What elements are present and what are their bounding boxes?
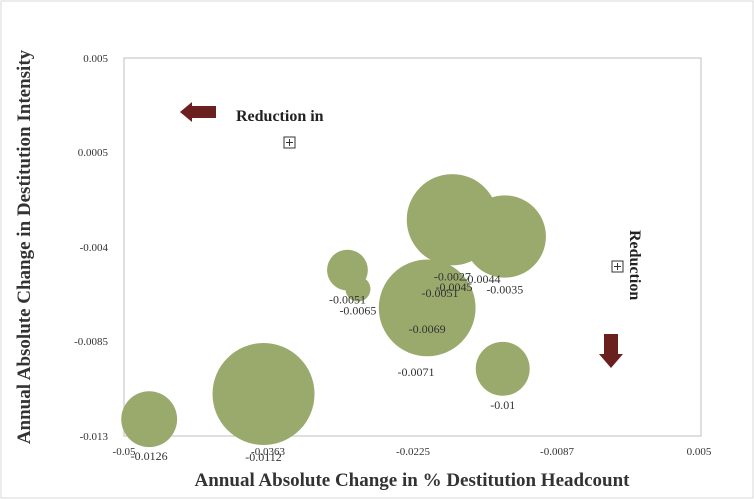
x-tick-label: -0.05	[113, 446, 136, 458]
bubble-series	[121, 174, 546, 448]
y-tick-label: -0.0085	[74, 336, 108, 348]
x-axis-ticks: -0.05 -0.0363 -0.0225 -0.0087 0.005	[113, 446, 712, 458]
y-tick-label: -0.004	[80, 242, 109, 254]
data-label: -0.0035	[486, 283, 523, 297]
bubble-point	[121, 391, 178, 448]
x-tick-label: -0.0087	[540, 446, 574, 458]
data-labels: -0.0126 -0.0112-0.0051-0.0065-0.0069-0.00…	[131, 270, 524, 464]
down-arrow-icon	[599, 334, 623, 368]
bubble-point	[378, 259, 476, 357]
marker-cross	[286, 139, 293, 146]
x-axis-title: Annual Absolute Change in % Destitution …	[195, 470, 631, 491]
data-label: -0.01	[490, 398, 515, 412]
x-tick-label: -0.0363	[251, 446, 285, 458]
y-tick-label: -0.013	[80, 431, 109, 443]
data-label: -0.0027	[434, 270, 471, 284]
y-tick-label: 0.005	[83, 53, 108, 65]
left-arrow-icon	[180, 102, 216, 122]
plot-area	[123, 57, 702, 437]
reduction-down-annotation: Reduction	[599, 230, 643, 368]
data-label: -0.0071	[398, 365, 435, 379]
bubble-point	[463, 195, 546, 278]
x-tick-label: -0.0225	[396, 446, 430, 458]
y-axis-ticks: 0.005 0.0005 -0.004 -0.0085 -0.013	[74, 53, 108, 443]
extra-data-labels: -0.0071 -0.0045 -0.0051 -0.0044	[398, 272, 501, 379]
data-label: -0.0069	[409, 322, 446, 336]
reduction-down-label: Reduction	[626, 230, 643, 300]
x-tick-label: 0.005	[687, 446, 712, 458]
data-label: -0.0045	[436, 280, 473, 294]
data-label: -0.0126	[131, 449, 168, 463]
data-label: -0.0065	[339, 303, 376, 317]
reduction-left-annotation: Reduction in	[180, 102, 324, 149]
bubble-point	[345, 276, 371, 302]
data-label: -0.0044	[464, 272, 501, 286]
marker-cross	[614, 263, 621, 270]
data-label: -0.0112	[245, 450, 282, 464]
bubble-point	[475, 341, 530, 396]
reduction-left-label: Reduction in	[236, 108, 324, 125]
data-label: -0.0051	[329, 293, 366, 307]
y-axis-title: Annual Absolute Change in Destitution In…	[14, 49, 35, 444]
data-label: -0.0051	[422, 286, 459, 300]
y-tick-label: 0.0005	[78, 147, 109, 159]
bubble-point	[212, 343, 315, 445]
